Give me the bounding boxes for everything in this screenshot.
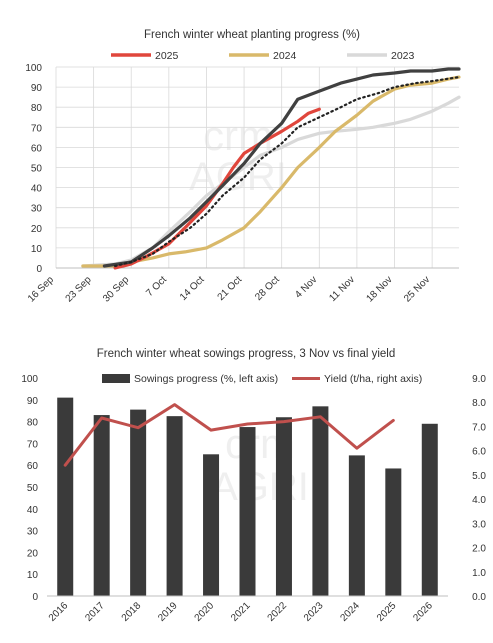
watermark-line1: crm [203, 112, 273, 159]
bar-2018 [130, 409, 147, 596]
x-tick-label: 11 Nov [327, 274, 357, 304]
x-tick-label: 7 Oct [144, 274, 169, 299]
x-tick-label: 25 Nov [402, 274, 432, 304]
bar-2017 [93, 415, 110, 596]
legend-label: 2023 [391, 50, 415, 62]
y-tick-label: 40 [31, 184, 43, 195]
watermark-bottom: crm AGRI [211, 420, 309, 509]
x-tick-label: 2026 [411, 600, 435, 624]
y-right-tick-label: 9.0 [472, 374, 486, 385]
x-tick-label: 2022 [266, 600, 290, 624]
chart1-y-axis: 0 10 20 30 40 50 60 70 80 90 100 [25, 63, 42, 275]
bar-2020 [203, 454, 220, 596]
chart2-right-axis: 0.0 1.0 2.0 3.0 4.0 5.0 6.0 7.0 8.0 9.0 [472, 374, 486, 603]
legend-label-line: Yield (t/ha, right axis) [324, 373, 422, 385]
y-tick-label: 70 [31, 123, 43, 134]
y-tick-label: 20 [31, 224, 43, 235]
legend-label: 2024 [273, 50, 297, 62]
y-tick-label: 100 [25, 63, 42, 74]
bar-2025 [385, 468, 402, 596]
chart2-yield-line [63, 403, 395, 467]
y-left-tick-label: 100 [21, 374, 38, 385]
legend-swatch-bars [102, 374, 130, 383]
y-left-tick-label: 10 [27, 570, 39, 581]
x-tick-label: 2021 [229, 600, 253, 624]
x-tick-label: 14 Oct [178, 274, 207, 303]
chart1-gridlines [55, 66, 459, 269]
chart2-title: French winter wheat sowings progress, 3 … [97, 348, 396, 360]
y-tick-label: 80 [31, 103, 43, 114]
watermark-line2: AGRI [211, 465, 309, 509]
y-left-tick-label: 0 [32, 592, 38, 603]
x-tick-label: 2016 [47, 600, 71, 624]
chart1-legend: 2025 2024 2023 [111, 50, 415, 62]
x-tick-label: 28 Oct [253, 274, 282, 303]
watermark-top: crm AGRI [189, 112, 287, 199]
bar-2026 [421, 423, 438, 596]
y-right-tick-label: 2.0 [472, 544, 486, 555]
y-left-tick-label: 90 [27, 396, 39, 407]
y-right-tick-label: 7.0 [472, 422, 486, 433]
chart2-left-axis: 0 10 20 30 40 50 60 70 80 90 100 [21, 374, 38, 603]
y-right-tick-label: 3.0 [472, 519, 486, 530]
y-left-tick-label: 80 [27, 418, 39, 429]
series-line-2025 [113, 107, 321, 270]
bar-2019 [166, 416, 183, 596]
series-line-unlabelled-4 [113, 75, 461, 268]
y-tick-label: 30 [31, 204, 43, 215]
x-tick-label: 2018 [120, 600, 144, 624]
chart1-series [81, 67, 461, 270]
x-tick-label: 30 Sep [101, 274, 131, 304]
y-left-tick-label: 70 [27, 439, 39, 450]
series-line-unlabelled-3 [102, 67, 461, 268]
y-tick-label: 90 [31, 83, 43, 94]
bar-2016 [57, 397, 74, 596]
y-tick-label: 50 [31, 164, 43, 175]
y-right-tick-label: 8.0 [472, 398, 486, 409]
y-tick-label: 10 [31, 244, 43, 255]
x-tick-label: 21 Oct [216, 274, 245, 303]
y-left-tick-label: 60 [27, 461, 39, 472]
legend-label-bars: Sowings progress (%, left axis) [134, 373, 278, 385]
chart2-x-axis: 2016 2017 2018 2019 2020 2021 2022 2023 2024 2025… [47, 595, 448, 624]
bar-2021 [239, 427, 256, 596]
x-tick-label: 2019 [156, 600, 180, 624]
x-tick-label: 2020 [193, 600, 217, 624]
y-right-tick-label: 1.0 [472, 568, 486, 579]
y-right-tick-label: 5.0 [472, 471, 486, 482]
y-right-tick-label: 6.0 [472, 447, 486, 458]
x-tick-label: 4 Nov [293, 274, 319, 300]
bar-2024 [348, 455, 365, 596]
chart1-title: French winter wheat planting progress (%… [144, 29, 360, 41]
y-tick-label: 0 [36, 264, 42, 275]
x-tick-label: 18 Nov [364, 274, 394, 304]
chart2-legend: Sowings progress (%, left axis) Yield (t/… [102, 373, 422, 385]
y-left-tick-label: 30 [27, 527, 39, 538]
y-left-tick-label: 20 [27, 548, 39, 559]
x-tick-label: 23 Sep [64, 274, 94, 304]
x-tick-label: 16 Sep [26, 274, 56, 304]
x-tick-label: 2024 [338, 600, 362, 624]
y-right-tick-label: 0.0 [472, 592, 486, 603]
bar-2022 [275, 417, 292, 596]
y-left-tick-label: 40 [27, 505, 39, 516]
y-tick-label: 60 [31, 143, 43, 154]
y-left-tick-label: 50 [27, 483, 39, 494]
x-tick-label: 2023 [302, 600, 326, 624]
x-tick-label: 2025 [375, 600, 399, 624]
y-right-tick-label: 4.0 [472, 495, 486, 506]
chart1-x-axis: 16 Sep 23 Sep 30 Sep 7 Oct 14 Oct 21 Oct 28 Oc… [26, 274, 432, 304]
yield-line [63, 403, 395, 467]
bar-2023 [312, 406, 329, 596]
legend-label: 2025 [155, 50, 179, 62]
x-tick-label: 2017 [83, 600, 107, 624]
chart2-bars [57, 397, 438, 596]
